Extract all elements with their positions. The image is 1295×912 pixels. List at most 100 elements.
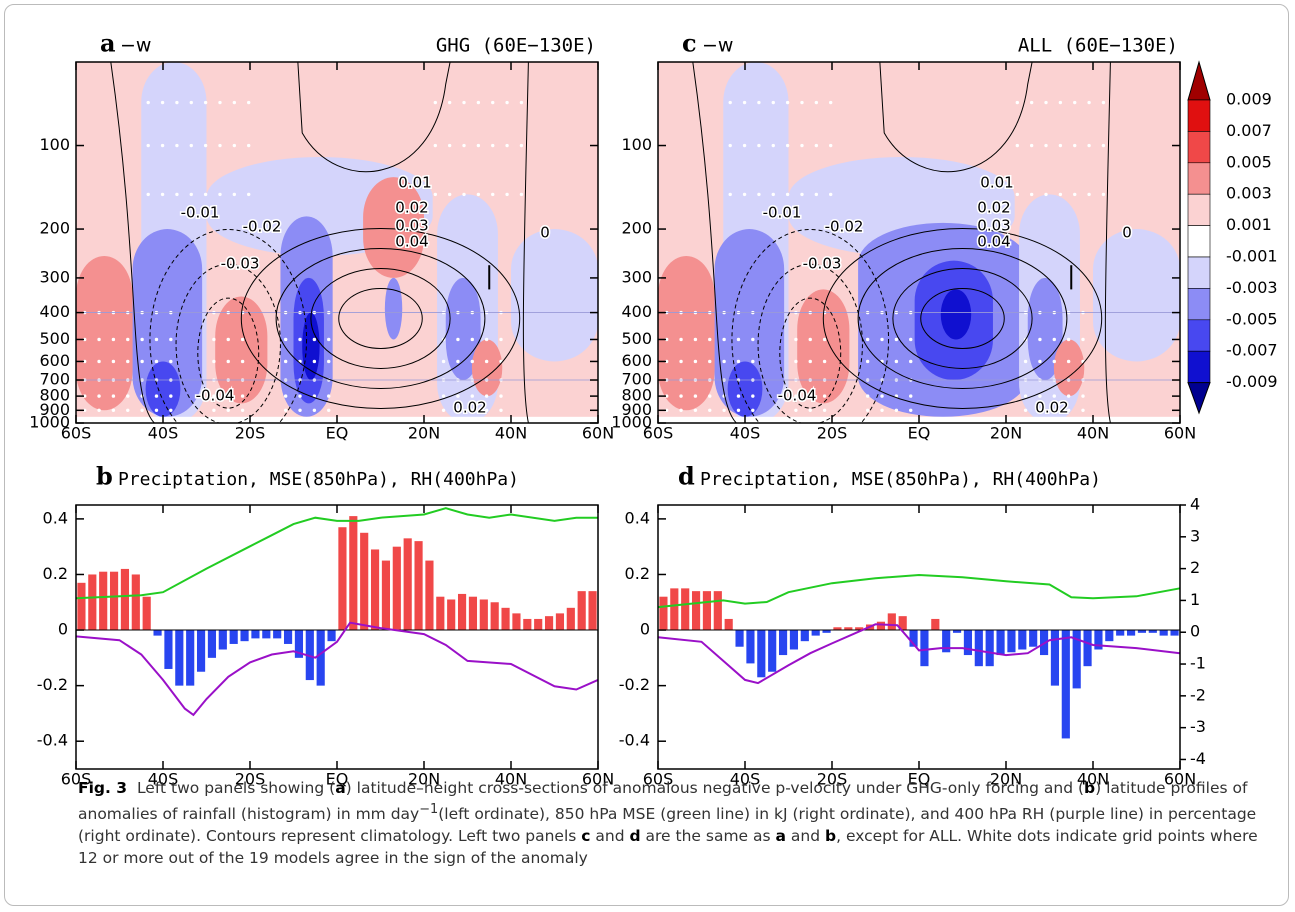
stipple-dot (785, 192, 790, 197)
stipple-dot (708, 337, 712, 342)
stipple-dot (169, 408, 173, 413)
line-series (75, 507, 598, 600)
bar (523, 618, 532, 631)
contour-line (757, 263, 863, 423)
stipple-dot (327, 359, 331, 364)
y-tick-label: -0.4 (37, 731, 68, 750)
bar (490, 602, 499, 631)
bar (512, 613, 521, 631)
bar (131, 574, 140, 631)
stipple-dot (226, 359, 230, 364)
caption-text: Left two panels showing ( (136, 779, 336, 797)
caption-text: −1 (419, 802, 439, 817)
bar (566, 607, 575, 631)
bar (186, 630, 195, 686)
bar (457, 593, 467, 631)
x-tick-label: 40N (495, 770, 527, 789)
y-tick-label: -0.2 (37, 675, 68, 694)
stipple-dot (441, 359, 446, 364)
stipple-dot (240, 359, 245, 364)
stipple-dot (189, 192, 193, 197)
stipple-dot (226, 394, 230, 398)
stipple-dot (97, 394, 101, 398)
stipple-dot (203, 143, 208, 148)
chart-title: Preciptation, MSE(850hPa), RH(400hPa) (700, 469, 1101, 490)
contour-label: -0.01 (763, 204, 802, 222)
bar (670, 588, 679, 631)
bar (1061, 630, 1070, 739)
contour-label: 0.02 (453, 399, 486, 417)
stipple-dot (476, 192, 481, 197)
stipple-dot (499, 408, 503, 413)
contour-label: -0.01 (181, 204, 220, 222)
caption-text: c (581, 827, 591, 846)
y-tick-label: 200 (621, 219, 652, 238)
colorbar-box (1187, 193, 1211, 226)
stipple-dot (226, 408, 230, 413)
stipple-dot (218, 100, 222, 105)
stipple-dot (97, 337, 101, 342)
stipple-dot (1052, 337, 1056, 342)
stipple-dot (909, 394, 913, 398)
shaded-region (940, 289, 972, 340)
bar (142, 596, 151, 631)
stipple-dot (327, 394, 331, 398)
stipple-dot (505, 192, 509, 197)
contour-line (197, 297, 260, 409)
bar (577, 591, 586, 631)
stipple-dot (1038, 337, 1042, 342)
shaded-region (132, 229, 203, 417)
bar (240, 630, 249, 642)
stipple-dot (794, 359, 798, 364)
stipple-dot (909, 359, 913, 364)
stipple-dot (433, 192, 438, 197)
stipple-dot (722, 408, 726, 413)
contour-label: -0.02 (243, 218, 282, 236)
stipple-dot (814, 143, 819, 148)
contour-label: 0.03 (977, 217, 1010, 235)
bar (789, 630, 799, 650)
x-tick-label: 40S (148, 424, 179, 443)
bar (757, 630, 766, 678)
stipple-dot (693, 408, 698, 413)
stipple-dot (232, 100, 237, 105)
caption-text: and (590, 827, 630, 846)
y-tick-label: 100 (39, 135, 70, 154)
contour-line (522, 62, 529, 423)
stipple-dot (476, 100, 481, 105)
x-tick-label: 40S (730, 770, 761, 789)
stipple-dot (1073, 143, 1077, 148)
stipple-dot (865, 359, 870, 364)
stipple-dot (880, 337, 884, 342)
colorbar-label: 0.001 (1226, 215, 1272, 234)
x-tick-label: 40N (495, 424, 527, 443)
shaded-region (1093, 229, 1180, 362)
bar (931, 618, 940, 631)
caption-text: d (629, 827, 641, 846)
stipple-dot (146, 100, 150, 105)
stipple-dot (736, 337, 741, 342)
stipple-dot (728, 143, 732, 148)
shaded-region (1053, 339, 1085, 397)
stipple-dot (154, 337, 159, 342)
bar (1029, 630, 1038, 647)
stipple-dot (203, 100, 208, 105)
y-tick-label: 500 (621, 329, 652, 348)
stipple-dot (1101, 192, 1106, 197)
stipple-dot (476, 143, 481, 148)
caption-text: are the same as (640, 827, 776, 846)
x-tick-label: 60S (61, 770, 92, 789)
stipple-dot (519, 143, 524, 148)
stipple-dot (447, 143, 452, 148)
stipple-dot (771, 143, 775, 148)
contour-label: 0.01 (398, 174, 431, 192)
stipple-dot (462, 143, 466, 148)
bar (349, 516, 358, 631)
bar (659, 596, 668, 631)
stipple-dot (283, 359, 288, 364)
bar (942, 630, 951, 653)
stipple-dot (1038, 359, 1042, 364)
stipple-dot (146, 192, 150, 197)
bar (1137, 630, 1147, 633)
